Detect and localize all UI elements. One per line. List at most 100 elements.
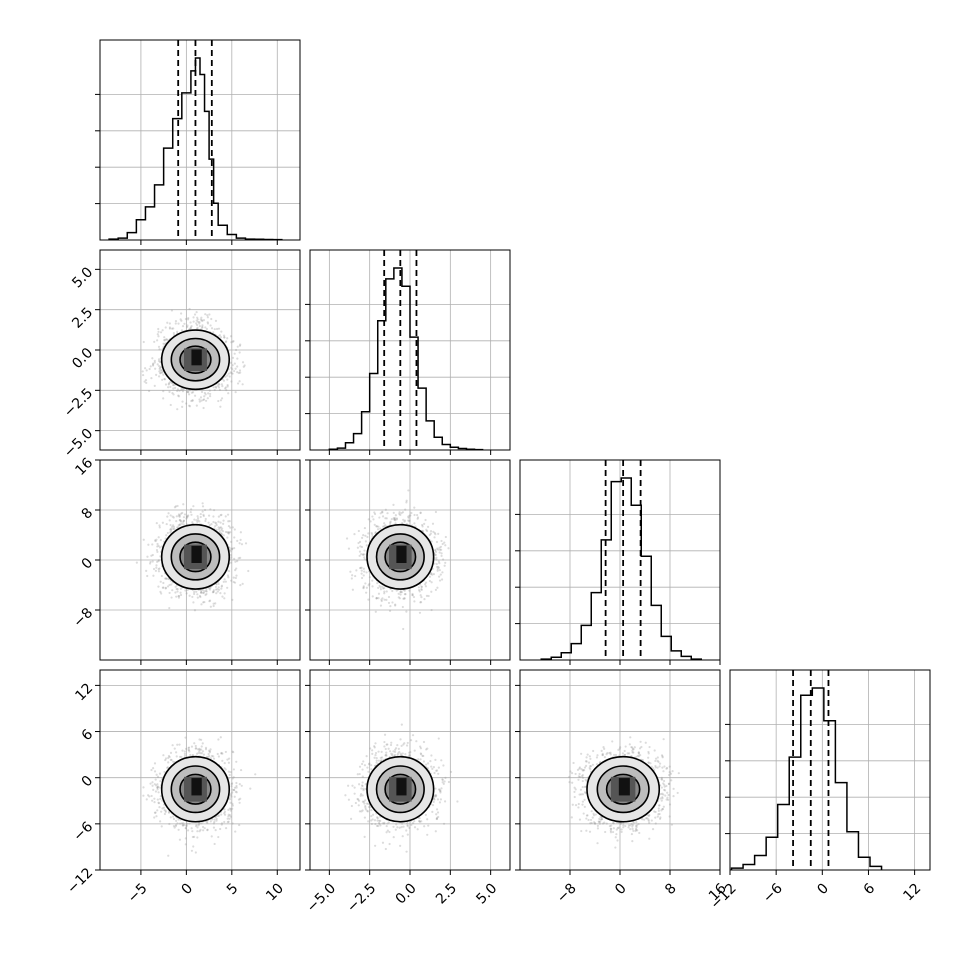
scatter-point — [382, 587, 385, 590]
scatter-point — [384, 747, 387, 751]
scatter-point — [379, 819, 382, 822]
scatter-point — [220, 751, 223, 755]
scatter-point — [178, 514, 181, 517]
scatter-point — [235, 567, 238, 570]
scatter-point — [217, 835, 220, 839]
scatter-point — [619, 822, 622, 825]
scatter-point — [181, 824, 184, 827]
scatter-point — [363, 556, 366, 559]
scatter-point — [203, 395, 206, 398]
scatter-point — [164, 587, 167, 590]
scatter-point — [234, 790, 237, 793]
scatter-point — [154, 811, 157, 814]
scatter-point — [176, 330, 179, 333]
scatter-point — [386, 743, 389, 746]
scatter-point — [221, 595, 224, 598]
scatter-point — [658, 762, 662, 765]
scatter-point — [183, 752, 187, 755]
scatter-point — [401, 835, 404, 838]
scatter-point — [586, 814, 589, 817]
scatter-point — [217, 327, 221, 330]
scatter-point — [213, 820, 216, 823]
scatter-point — [170, 583, 173, 586]
scatter-point — [622, 824, 625, 827]
scatter-point — [399, 844, 402, 847]
scatter-point — [217, 520, 220, 523]
scatter-point — [677, 772, 680, 775]
scatter-point — [375, 596, 378, 600]
panel-content — [310, 670, 510, 870]
scatter-point — [208, 750, 212, 753]
scatter-point — [620, 828, 623, 831]
scatter-point — [427, 594, 430, 598]
scatter-point — [204, 519, 207, 523]
scatter-point — [150, 794, 153, 798]
scatter-point — [219, 827, 222, 831]
scatter-point — [229, 550, 232, 553]
scatter-point — [435, 562, 438, 566]
scatter-point — [572, 761, 575, 765]
scatter-point — [421, 525, 424, 528]
scatter-point — [371, 515, 374, 518]
scatter-point — [217, 386, 221, 389]
scatter-point — [389, 523, 392, 526]
scatter-point — [230, 556, 233, 559]
scatter-point — [434, 787, 437, 790]
scatter-point — [631, 749, 634, 752]
scatter-point — [374, 610, 377, 613]
scatter-point — [227, 815, 230, 818]
scatter-point — [631, 827, 634, 831]
scatter-point — [233, 528, 236, 531]
scatter-point — [356, 546, 359, 549]
scatter-point — [185, 592, 188, 595]
scatter-point — [385, 831, 388, 834]
scatter-point — [404, 508, 407, 511]
scatter-point — [392, 511, 395, 514]
scatter-point — [411, 734, 415, 737]
scatter-point — [663, 783, 666, 786]
scatter-point — [617, 826, 620, 829]
scatter-point — [227, 520, 230, 523]
scatter-point — [569, 770, 572, 773]
scatter-point — [183, 823, 186, 827]
scatter-point — [359, 545, 362, 548]
scatter-point — [386, 829, 389, 832]
scatter-point — [146, 555, 149, 558]
scatter-point — [156, 545, 159, 548]
scatter-point — [434, 830, 437, 833]
scatter-point — [635, 826, 638, 829]
scatter-point — [226, 513, 230, 516]
scatter-point — [231, 364, 234, 367]
scatter-point — [369, 747, 372, 750]
scatter-point — [236, 370, 239, 374]
scatter-point — [239, 531, 242, 534]
scatter-point — [364, 787, 367, 791]
scatter-point — [438, 801, 442, 804]
scatter-point — [381, 511, 384, 514]
scatter-point — [357, 541, 360, 545]
scatter-point — [171, 515, 174, 518]
scatter-point — [222, 534, 225, 537]
scatter-point — [184, 736, 187, 739]
scatter-point — [208, 599, 212, 602]
scatter-point — [201, 588, 205, 591]
scatter-point — [155, 564, 158, 567]
scatter-point — [228, 375, 231, 378]
scatter-point — [218, 530, 221, 533]
scatter-point — [443, 780, 446, 783]
scatter-point — [364, 534, 367, 537]
scatter-point — [233, 581, 237, 584]
scatter-point — [596, 754, 599, 757]
scatter-point — [178, 822, 182, 825]
scatter-point — [365, 544, 368, 547]
scatter-point — [182, 503, 185, 506]
scatter-point — [171, 391, 174, 395]
scatter-point — [631, 746, 634, 749]
scatter-point — [359, 566, 362, 569]
scatter-point — [186, 390, 189, 394]
scatter-point — [229, 371, 232, 374]
scatter-point — [226, 374, 229, 377]
scatter-point — [135, 561, 138, 564]
scatter-point — [220, 529, 223, 532]
scatter-point — [163, 770, 166, 774]
